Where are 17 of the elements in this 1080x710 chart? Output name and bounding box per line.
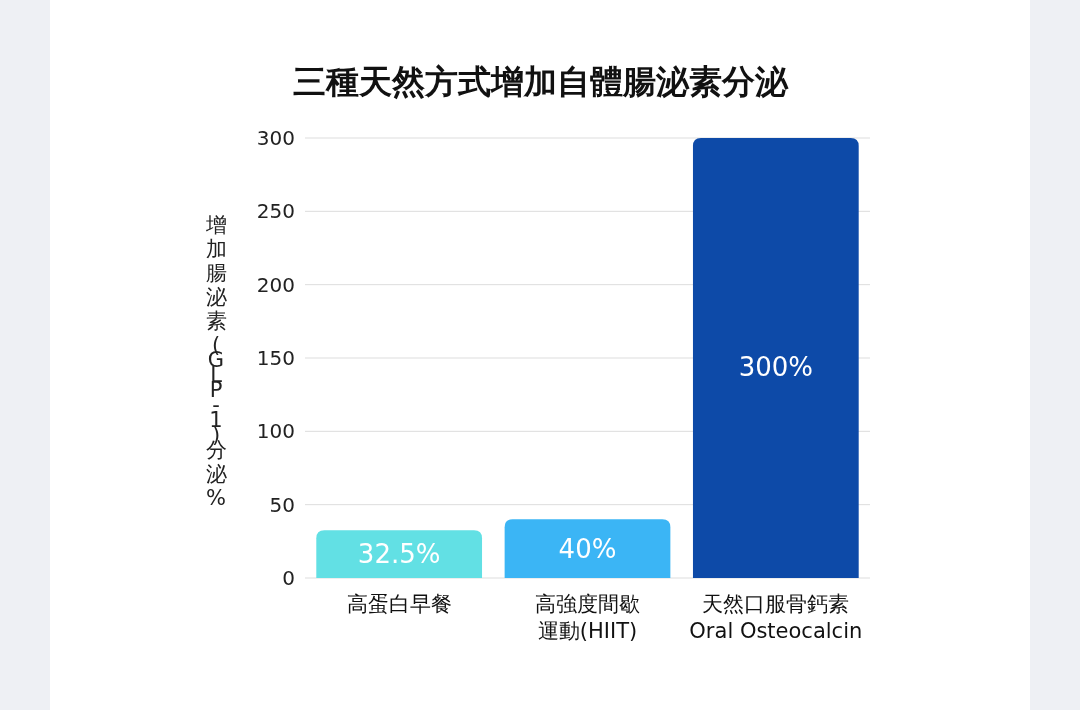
y-tick-label: 250 <box>256 199 295 224</box>
x-tick-label: 高蛋白早餐 <box>346 592 452 616</box>
y-tick-label: 0 <box>282 566 295 590</box>
data-label: 40% <box>558 533 617 564</box>
y-tick-label: 200 <box>256 272 295 297</box>
y-tick-label: 100 <box>256 419 295 444</box>
x-tick-label: 天然口服骨鈣素 Oral Osteocalcin <box>689 592 863 643</box>
chart-title: 三種天然方式增加自體腸泌素分泌 <box>292 62 789 101</box>
y-tick-label: 150 <box>256 346 295 370</box>
bar <box>316 530 483 578</box>
data-label: 300% <box>738 351 814 382</box>
x-tick-label: 高強度間歇運動(HIIT) <box>535 592 640 643</box>
y-tick-label: 300 <box>256 126 295 150</box>
y-tick-label: 50 <box>269 492 295 517</box>
data-label: 32.5% <box>357 539 441 570</box>
bar <box>504 519 671 578</box>
bar <box>692 138 859 578</box>
